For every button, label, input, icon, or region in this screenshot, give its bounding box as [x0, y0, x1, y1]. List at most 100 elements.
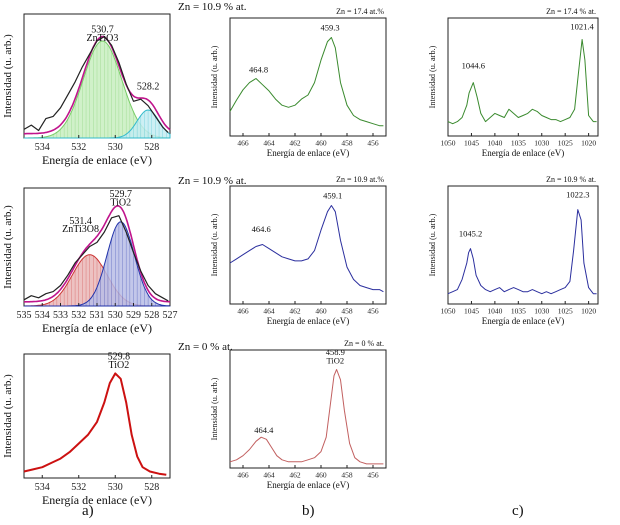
zn-content-label: Zn = 10.9 % at. — [178, 1, 247, 13]
x-tick-label: 527 — [163, 310, 178, 321]
x-tick-label: 530 — [108, 310, 123, 321]
chart-panel-b1: 466 464 462 460 458 456 Energía de enlace (eV)… — [210, 7, 387, 158]
y-axis-label: Intensidad (u. arb.) — [2, 34, 14, 118]
y-axis-label: Intensidad (u. arb.) — [210, 377, 219, 440]
y-axis-label: Intensidad (u. arb.) — [210, 45, 219, 108]
x-tick-label: 466 — [237, 307, 249, 316]
x-tick-label: 464 — [263, 471, 275, 480]
x-tick-label: 1045 — [464, 139, 479, 148]
spectrum-data-line — [447, 209, 597, 295]
spectrum-data-line — [229, 205, 384, 293]
x-axis-label: Energía de enlace (eV) — [482, 316, 565, 326]
plot-frame — [229, 349, 387, 469]
x-tick-label: 1030 — [534, 307, 549, 316]
x-tick-label: 1030 — [534, 139, 549, 148]
x-tick-label: 1050 — [441, 307, 456, 316]
y-axis-label: Intensidad (u. arb.) — [210, 213, 219, 276]
x-tick-label: 460 — [315, 471, 327, 480]
x-tick-label: 462 — [289, 307, 301, 316]
x-axis-label: Energía de enlace (eV) — [267, 316, 350, 326]
x-tick-label: 530 — [108, 142, 123, 153]
x-tick-label: 464 — [263, 139, 275, 148]
x-tick-label: 1025 — [558, 307, 573, 316]
spectrum-data-line — [447, 39, 597, 125]
fit-envelope-line — [23, 205, 171, 303]
peak-annotation: TiO2 — [110, 197, 131, 208]
plot-frame — [447, 17, 599, 137]
x-tick-label: 532 — [71, 310, 86, 321]
x-tick-label: 456 — [367, 307, 379, 316]
column-label-b: b) — [302, 503, 315, 519]
x-tick-label: 530 — [108, 482, 123, 493]
x-axis-label: Energía de enlace (eV) — [267, 480, 350, 490]
chart-panel-b2: 466 464 462 460 458 456 Energía de enlace (eV)… — [210, 175, 387, 326]
peak-annotation: 1045.2 — [459, 228, 482, 238]
chart-panel-c1: 1050 1045 1040 1035 1030 1025 1020 Energía de e… — [428, 7, 599, 158]
column-label-a: a) — [82, 503, 94, 519]
zn-content-label: Zn = 10.9 at.% — [336, 175, 384, 184]
x-tick-label: 1035 — [511, 139, 526, 148]
y-axis-label: Intensidad (u. arb.) — [2, 374, 14, 458]
peak-annotation: ZnTi3O8 — [62, 224, 99, 235]
x-axis-label: Energía de enlace (eV) — [42, 321, 152, 335]
y-axis-label: Intensidad (u. arb.) — [428, 45, 437, 108]
x-tick-label: 462 — [289, 471, 301, 480]
spectrum-data-line — [229, 369, 384, 465]
zn-content-label: Zn = 17.4 at.% — [336, 7, 384, 16]
y-axis-label: Intensidad (u. arb.) — [2, 205, 14, 289]
column-label-c: c) — [512, 503, 524, 519]
chart-panel-c2: 1050 1045 1040 1035 1030 1025 1020 Energía de e… — [428, 175, 599, 326]
x-tick-label: 533 — [53, 310, 68, 321]
peak-annotation: 1044.6 — [462, 60, 485, 70]
x-tick-label: 456 — [367, 139, 379, 148]
plot-frame — [23, 353, 171, 479]
x-tick-label: 1045 — [464, 307, 479, 316]
x-tick-label: 531 — [90, 310, 105, 321]
peak-annotation: 528.2 — [137, 81, 160, 92]
x-tick-label: 1050 — [441, 139, 456, 148]
peak-annotation: 529.7 — [109, 189, 132, 200]
plot-frame — [229, 17, 387, 137]
x-axis-label: Energía de enlace (eV) — [482, 148, 565, 158]
peak-annotation: 529.8 — [108, 351, 131, 362]
x-tick-label: 458 — [341, 307, 353, 316]
x-tick-label: 1020 — [581, 139, 596, 148]
peak-annotation: 464.6 — [252, 224, 271, 234]
spectrum-data-line — [229, 37, 384, 127]
x-tick-label: 534 — [35, 310, 50, 321]
x-tick-label: 1035 — [511, 307, 526, 316]
spectrum-data-line — [23, 372, 167, 476]
x-tick-label: 534 — [35, 482, 50, 493]
x-tick-label: 460 — [315, 307, 327, 316]
x-tick-label: 456 — [367, 471, 379, 480]
spectrum-data-line — [23, 215, 169, 302]
peak-annotation: 531.4 — [69, 216, 92, 227]
x-tick-label: 1040 — [487, 307, 502, 316]
plot-frame — [447, 185, 599, 305]
x-tick-label: 1040 — [487, 139, 502, 148]
zn-content-label: Zn = 17.4 % at. — [546, 7, 596, 16]
plot-frame — [229, 185, 387, 305]
peak-annotation: 459.3 — [321, 22, 340, 32]
x-axis-label: Energía de enlace (eV) — [42, 153, 152, 167]
spectrum-data-line — [23, 36, 169, 134]
peak-annotation: 458.9 — [326, 347, 345, 357]
peak-annotation: ZnTiO3 — [87, 33, 119, 44]
x-tick-label: 460 — [315, 139, 327, 148]
x-axis-label: Energía de enlace (eV) — [42, 493, 152, 507]
x-tick-label: 532 — [71, 142, 86, 153]
x-tick-label: 462 — [289, 139, 301, 148]
x-tick-label: 1020 — [581, 307, 596, 316]
zn-content-label: Zn = 10.9 % at. — [546, 175, 596, 184]
x-tick-label: 458 — [341, 139, 353, 148]
peak-annotation: TiO2 — [109, 360, 130, 371]
peak-annotation: 464.8 — [249, 64, 268, 74]
peak-annotation: TiO2 — [326, 355, 344, 365]
x-tick-label: 464 — [263, 307, 275, 316]
x-tick-label: 528 — [144, 142, 159, 153]
x-axis-label: Energía de enlace (eV) — [267, 148, 350, 158]
peak-annotation: 530.7 — [91, 24, 114, 35]
y-axis-label: Intensidad (u. arb.) — [428, 213, 437, 276]
